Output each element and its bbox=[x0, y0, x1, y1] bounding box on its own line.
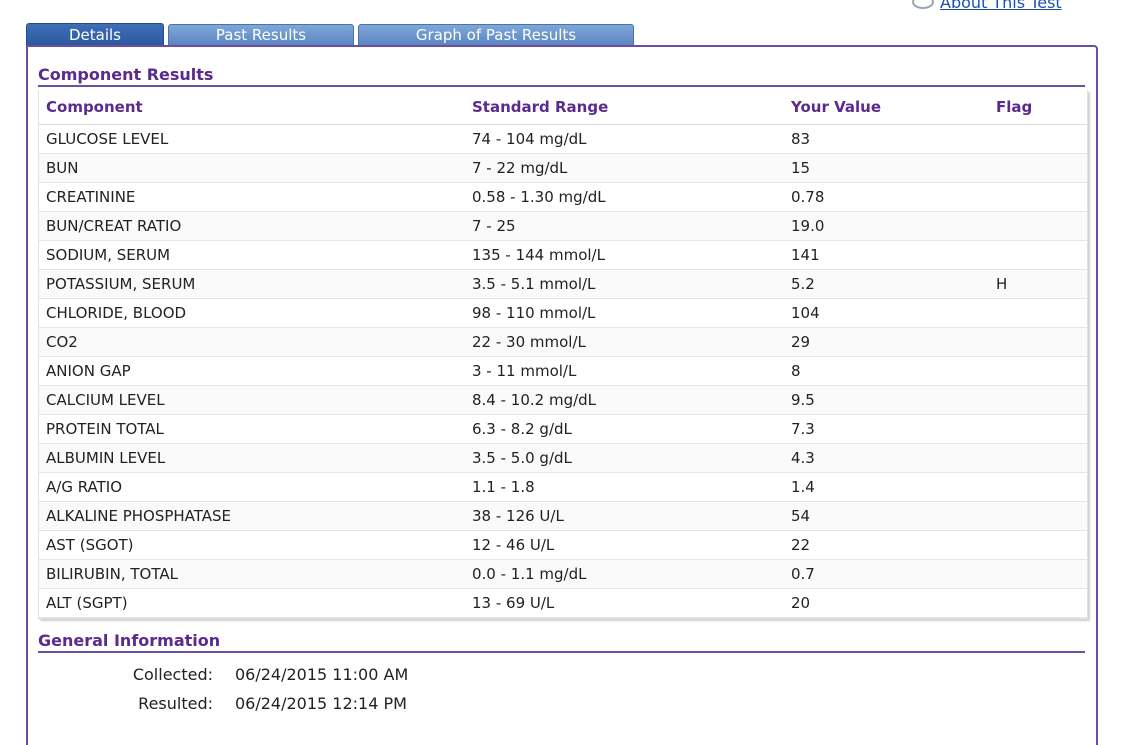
table-row: CALCIUM LEVEL 8.4 - 10.2 mg/dL 9.5 bbox=[39, 386, 1087, 415]
standard-range-cell: 6.3 - 8.2 g/dL bbox=[472, 420, 572, 438]
about-link-label: About This Test bbox=[940, 0, 1062, 12]
resulted-label: Resulted: bbox=[138, 694, 213, 713]
component-cell: CO2 bbox=[46, 333, 78, 351]
your-value-cell: 20 bbox=[791, 594, 811, 612]
table-row: A/G RATIO 1.1 - 1.8 1.4 bbox=[39, 473, 1087, 502]
your-value-cell: 9.5 bbox=[791, 391, 815, 409]
table-row: CREATININE 0.58 - 1.30 mg/dL 0.78 bbox=[39, 183, 1087, 212]
component-cell: CHLORIDE, BLOOD bbox=[46, 304, 187, 322]
table-row: ALKALINE PHOSPHATASE 38 - 126 U/L 54 bbox=[39, 502, 1087, 531]
component-cell: AST (SGOT) bbox=[46, 536, 134, 554]
your-value-cell: 1.4 bbox=[791, 478, 815, 496]
component-results-table: Component Standard Range Your Value Flag… bbox=[38, 90, 1088, 619]
header-component: Component bbox=[46, 98, 143, 116]
table-body: GLUCOSE LEVEL 74 - 104 mg/dL 83 BUN 7 - 22 m… bbox=[39, 125, 1087, 618]
table-row: SODIUM, SERUM 135 - 144 mmol/L 141 bbox=[39, 241, 1087, 270]
standard-range-cell: 135 - 144 mmol/L bbox=[472, 246, 605, 264]
header-your-value: Your Value bbox=[791, 98, 881, 116]
component-cell: GLUCOSE LEVEL bbox=[46, 130, 169, 148]
component-cell: A/G RATIO bbox=[46, 478, 123, 496]
standard-range-cell: 1.1 - 1.8 bbox=[472, 478, 535, 496]
header-flag: Flag bbox=[996, 98, 1033, 116]
table-row: CO2 22 - 30 mmol/L 29 bbox=[39, 328, 1087, 357]
component-cell: ANION GAP bbox=[46, 362, 131, 380]
flag-cell: H bbox=[996, 275, 1008, 293]
table-header: Component Standard Range Your Value Flag bbox=[39, 90, 1087, 125]
standard-range-cell: 8.4 - 10.2 mg/dL bbox=[472, 391, 597, 409]
table-row: ALBUMIN LEVEL 3.5 - 5.0 g/dL 4.3 bbox=[39, 444, 1087, 473]
your-value-cell: 29 bbox=[791, 333, 811, 351]
table-row: GLUCOSE LEVEL 74 - 104 mg/dL 83 bbox=[39, 125, 1087, 154]
tab-details[interactable]: Details bbox=[26, 23, 164, 45]
table-row: BILIRUBIN, TOTAL 0.0 - 1.1 mg/dL 0.7 bbox=[39, 560, 1087, 589]
standard-range-cell: 3.5 - 5.0 g/dL bbox=[472, 449, 572, 467]
collected-row: Collected: 06/24/2015 11:00 AM bbox=[28, 665, 408, 684]
collected-value: 06/24/2015 11:00 AM bbox=[235, 665, 409, 684]
your-value-cell: 0.78 bbox=[791, 188, 825, 206]
standard-range-cell: 0.58 - 1.30 mg/dL bbox=[472, 188, 606, 206]
your-value-cell: 5.2 bbox=[791, 275, 815, 293]
table-row: AST (SGOT) 12 - 46 U/L 22 bbox=[39, 531, 1087, 560]
component-cell: BUN bbox=[46, 159, 79, 177]
standard-range-cell: 38 - 126 U/L bbox=[472, 507, 564, 525]
component-cell: POTASSIUM, SERUM bbox=[46, 275, 196, 293]
standard-range-cell: 7 - 22 mg/dL bbox=[472, 159, 568, 177]
your-value-cell: 141 bbox=[791, 246, 820, 264]
component-cell: ALT (SGPT) bbox=[46, 594, 128, 612]
component-cell: SODIUM, SERUM bbox=[46, 246, 171, 264]
resulted-row: Resulted: 06/24/2015 12:14 PM bbox=[28, 694, 407, 713]
standard-range-cell: 13 - 69 U/L bbox=[472, 594, 555, 612]
component-cell: CALCIUM LEVEL bbox=[46, 391, 165, 409]
general-information-title: General Information bbox=[38, 631, 221, 650]
your-value-cell: 7.3 bbox=[791, 420, 815, 438]
about-this-test-link[interactable]: About This Test bbox=[912, 0, 1062, 12]
your-value-cell: 8 bbox=[791, 362, 801, 380]
component-cell: BILIRUBIN, TOTAL bbox=[46, 565, 178, 583]
standard-range-cell: 98 - 110 mmol/L bbox=[472, 304, 596, 322]
your-value-cell: 104 bbox=[791, 304, 820, 322]
tab-graph-of-past-results[interactable]: Graph of Past Results bbox=[358, 24, 634, 45]
component-results-divider bbox=[38, 85, 1085, 87]
component-results-title: Component Results bbox=[38, 65, 214, 84]
component-cell: PROTEIN TOTAL bbox=[46, 420, 164, 438]
table-row: BUN/CREAT RATIO 7 - 25 19.0 bbox=[39, 212, 1087, 241]
details-panel: Component Results Component Standard Ran… bbox=[26, 45, 1098, 745]
tab-bar: Details Past Results Graph of Past Resul… bbox=[26, 23, 638, 46]
table-row: ANION GAP 3 - 11 mmol/L 8 bbox=[39, 357, 1087, 386]
your-value-cell: 4.3 bbox=[791, 449, 815, 467]
your-value-cell: 0.7 bbox=[791, 565, 815, 583]
table-row: PROTEIN TOTAL 6.3 - 8.2 g/dL 7.3 bbox=[39, 415, 1087, 444]
collected-label: Collected: bbox=[132, 665, 213, 684]
your-value-cell: 22 bbox=[791, 536, 811, 554]
component-cell: CREATININE bbox=[46, 188, 136, 206]
standard-range-cell: 74 - 104 mg/dL bbox=[472, 130, 587, 148]
your-value-cell: 19.0 bbox=[791, 217, 825, 235]
general-information-divider bbox=[38, 651, 1085, 653]
standard-range-cell: 12 - 46 U/L bbox=[472, 536, 555, 554]
table-row: CHLORIDE, BLOOD 98 - 110 mmol/L 104 bbox=[39, 299, 1087, 328]
component-cell: BUN/CREAT RATIO bbox=[46, 217, 182, 235]
tab-past-results[interactable]: Past Results bbox=[168, 24, 354, 45]
component-cell: ALKALINE PHOSPHATASE bbox=[46, 507, 232, 525]
standard-range-cell: 7 - 25 bbox=[472, 217, 516, 235]
your-value-cell: 15 bbox=[791, 159, 811, 177]
your-value-cell: 54 bbox=[791, 507, 811, 525]
standard-range-cell: 0.0 - 1.1 mg/dL bbox=[472, 565, 587, 583]
table-row: BUN 7 - 22 mg/dL 15 bbox=[39, 154, 1087, 183]
resulted-value: 06/24/2015 12:14 PM bbox=[235, 694, 407, 713]
table-row: POTASSIUM, SERUM 3.5 - 5.1 mmol/L 5.2 H bbox=[39, 270, 1087, 299]
standard-range-cell: 22 - 30 mmol/L bbox=[472, 333, 586, 351]
table-row: ALT (SGPT) 13 - 69 U/L 20 bbox=[39, 589, 1087, 618]
standard-range-cell: 3 - 11 mmol/L bbox=[472, 362, 577, 380]
component-cell: ALBUMIN LEVEL bbox=[46, 449, 166, 467]
your-value-cell: 83 bbox=[791, 130, 811, 148]
standard-range-cell: 3.5 - 5.1 mmol/L bbox=[472, 275, 596, 293]
help-icon bbox=[912, 0, 934, 9]
header-standard-range: Standard Range bbox=[472, 98, 609, 116]
